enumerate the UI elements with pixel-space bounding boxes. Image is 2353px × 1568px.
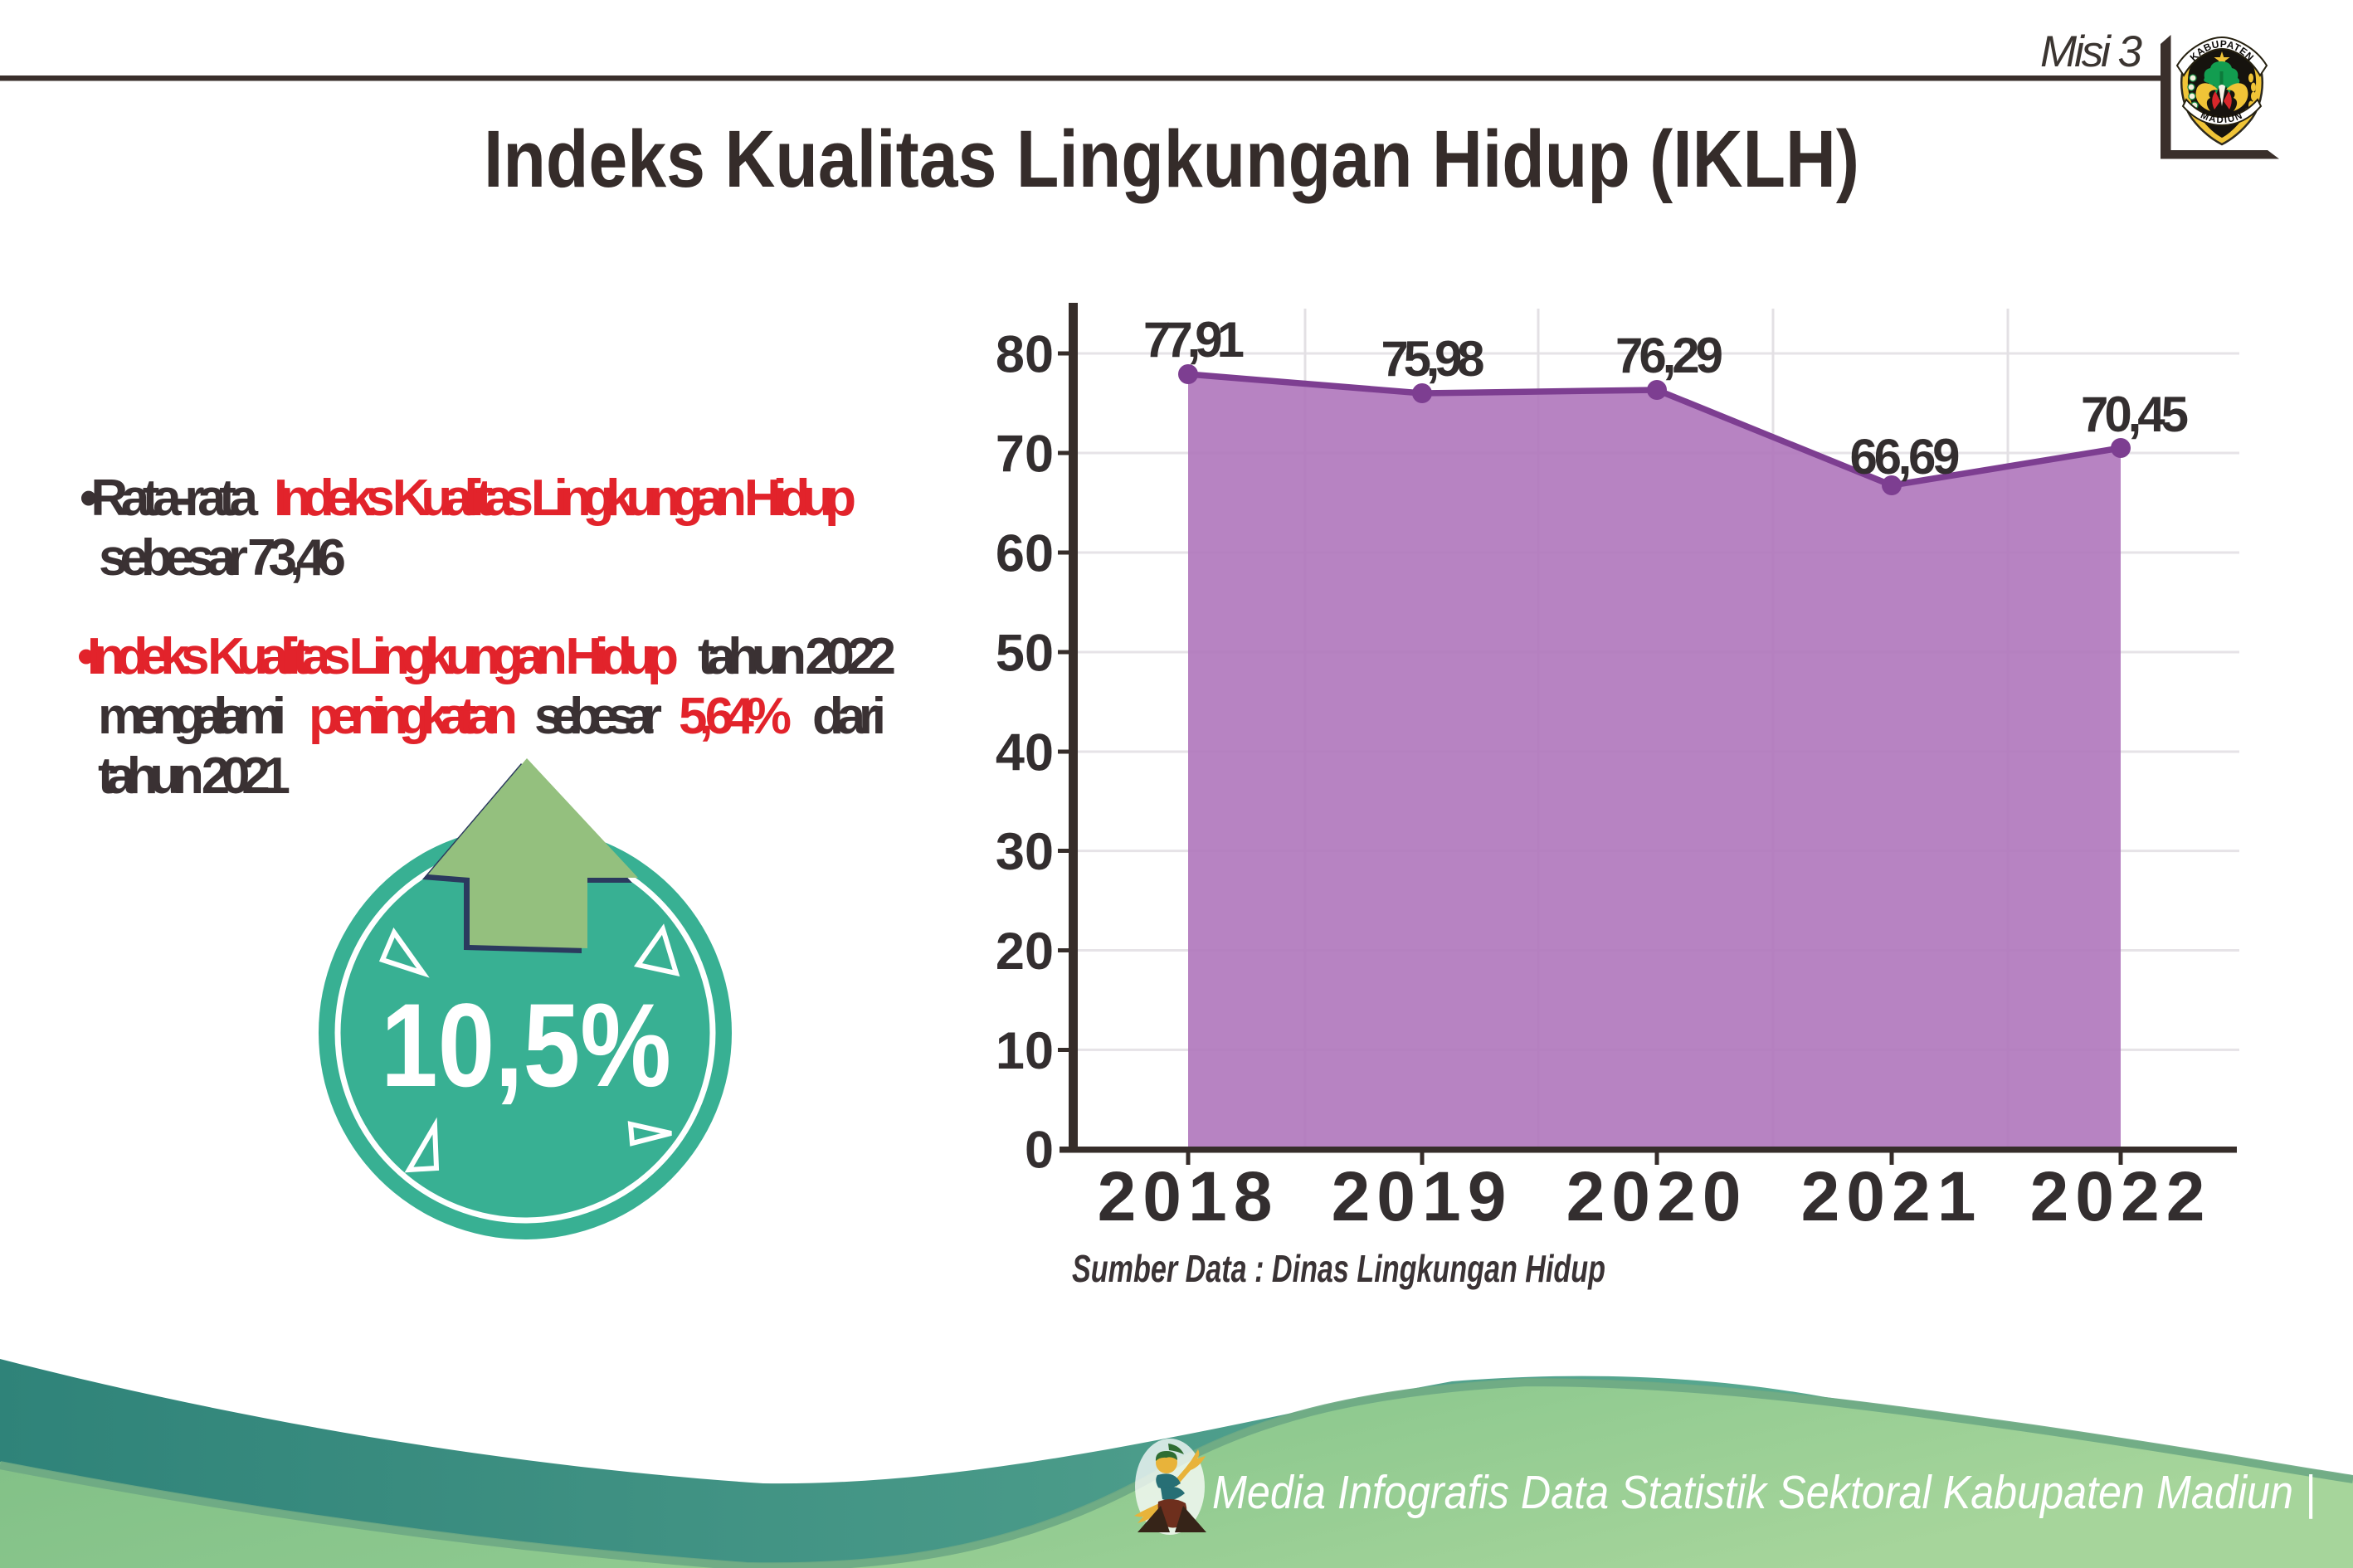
svg-text:76,29: 76,29 bbox=[1615, 328, 1723, 383]
svg-text:2020: 2020 bbox=[1566, 1157, 1748, 1235]
svg-text:Indeks Kualitas Lingkungan Hid: Indeks Kualitas Lingkungan Hidup bbox=[274, 470, 856, 527]
svg-text:0: 0 bbox=[1025, 1122, 1054, 1180]
svg-text:dari: dari bbox=[812, 688, 886, 745]
svg-text:sebesar 73,46: sebesar 73,46 bbox=[99, 529, 346, 587]
svg-text:2019: 2019 bbox=[1332, 1157, 1513, 1235]
svg-text:10: 10 bbox=[996, 1022, 1054, 1080]
svg-text:Misi 3: Misi 3 bbox=[2040, 27, 2143, 76]
svg-text:2018: 2018 bbox=[1098, 1157, 1279, 1235]
svg-text:80: 80 bbox=[996, 326, 1054, 384]
svg-text:5,64%: 5,64% bbox=[679, 688, 792, 745]
svg-text:peningkatan: peningkatan bbox=[309, 688, 518, 745]
svg-text:2021: 2021 bbox=[1801, 1157, 1983, 1235]
svg-text:77,91: 77,91 bbox=[1143, 312, 1245, 368]
svg-text:60: 60 bbox=[996, 525, 1054, 583]
svg-text:tahun 2022: tahun 2022 bbox=[698, 628, 896, 685]
svg-text:70,45: 70,45 bbox=[2081, 387, 2189, 442]
svg-text:66,69: 66,69 bbox=[1850, 429, 1961, 485]
svg-text:tahun 2021: tahun 2021 bbox=[98, 747, 290, 805]
svg-text:mengalami: mengalami bbox=[98, 688, 286, 745]
svg-text:Sumber Data : Dinas Lingkungan: Sumber Data : Dinas Lingkungan Hidup bbox=[1072, 1247, 1605, 1290]
svg-text:10,5%: 10,5% bbox=[381, 980, 671, 1112]
svg-text:75,98: 75,98 bbox=[1381, 331, 1485, 387]
svg-text:MADIUN: MADIUN bbox=[2199, 110, 2244, 125]
svg-text:50: 50 bbox=[996, 625, 1054, 683]
svg-text:•Indeks Kualitas Lingkungan Hi: •Indeks Kualitas Lingkungan Hidup bbox=[77, 628, 679, 685]
svg-text:sebesar: sebesar bbox=[534, 688, 662, 745]
svg-text:Media Infografis Data Statisti: Media Infografis Data Statistik Sektoral… bbox=[1212, 1466, 2316, 1519]
svg-text:Indeks Kualitas Lingkungan Hid: Indeks Kualitas Lingkungan Hidup (IKLH) bbox=[484, 114, 1859, 204]
svg-text:20: 20 bbox=[996, 923, 1054, 981]
svg-text:•Rata-rata: •Rata-rata bbox=[80, 470, 259, 527]
svg-text:40: 40 bbox=[996, 724, 1054, 782]
svg-text:70: 70 bbox=[996, 426, 1054, 484]
svg-text:30: 30 bbox=[996, 823, 1054, 881]
svg-text:2022: 2022 bbox=[2030, 1157, 2212, 1235]
